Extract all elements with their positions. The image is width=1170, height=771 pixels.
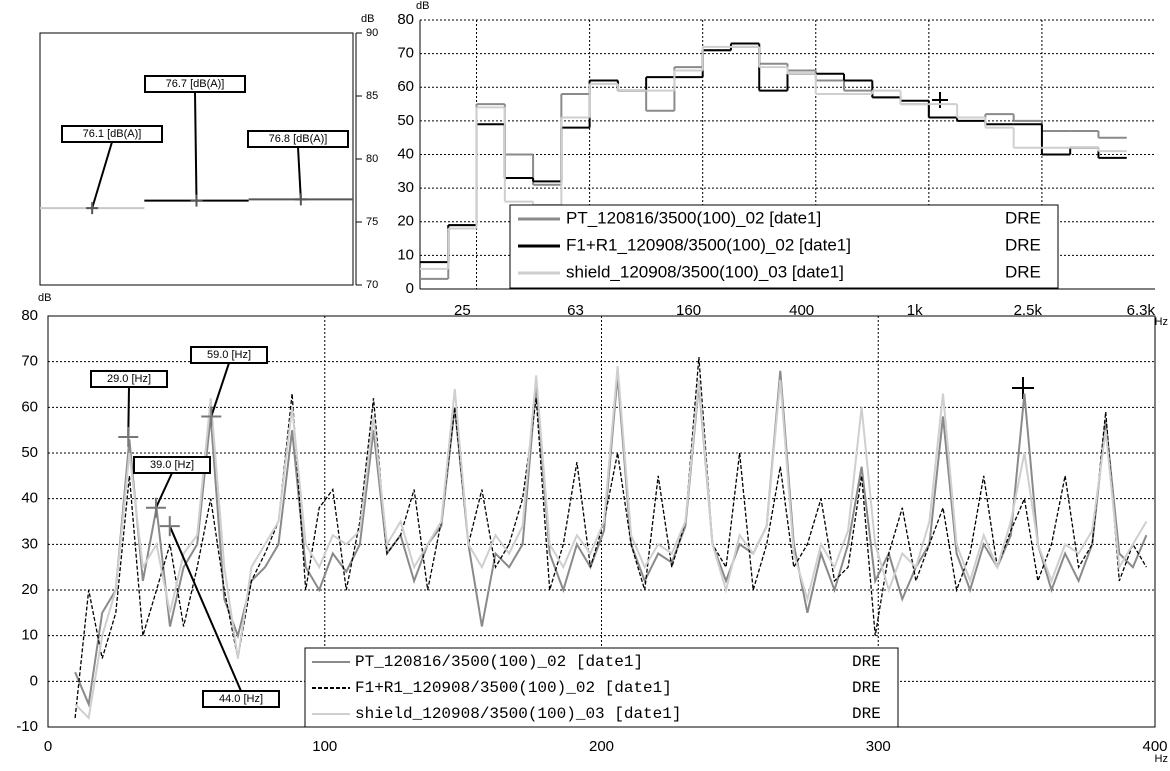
y-tick-label: 40 <box>397 145 414 162</box>
x-tick-label: 25 <box>454 302 471 319</box>
level-marker <box>294 193 307 206</box>
series-line <box>74 366 1148 720</box>
legend-channel: DRE <box>1005 235 1041 254</box>
annotation-box <box>190 346 268 364</box>
value-label: 76.1 [dB(A)] <box>83 128 142 140</box>
y-tick-label: 80 <box>21 307 38 324</box>
y-tick-label: 85 <box>366 90 378 102</box>
x-tick-label: 6.3k <box>1127 302 1156 319</box>
annotation-box <box>90 370 168 388</box>
y-tick-label: 30 <box>397 179 414 196</box>
y-tick-label: 0 <box>406 280 414 297</box>
series-line <box>74 357 1147 718</box>
y-tick-label: 0 <box>30 672 38 689</box>
level-marker <box>190 194 203 207</box>
label-box <box>61 125 163 143</box>
legend-label: shield_120908/3500(100)_03 [date1] <box>566 262 844 281</box>
annotation-label: 29.0 [Hz] <box>107 373 151 385</box>
legend-box <box>304 647 899 728</box>
legend-channel: DRE <box>852 679 881 697</box>
x-tick-label: 0 <box>44 738 52 755</box>
x-tick-label: 100 <box>312 738 337 755</box>
annotation-marker <box>201 406 222 427</box>
leader-line <box>91 141 113 209</box>
y-tick-label: 90 <box>366 27 378 39</box>
y-tick-label: 60 <box>21 398 38 415</box>
y-tick-label: 20 <box>21 581 38 598</box>
y-tick-label: 80 <box>397 11 414 28</box>
y-tick-label: -10 <box>16 718 38 735</box>
y-tick-label: 10 <box>397 246 414 263</box>
x-axis-label: Hz <box>1155 753 1168 765</box>
x-tick-label: 160 <box>676 302 701 319</box>
leader-line <box>168 525 242 692</box>
y-tick-label: 60 <box>397 78 414 95</box>
legend-channel: DRE <box>852 705 881 723</box>
level-marker <box>86 202 99 215</box>
y-tick-label: 50 <box>397 112 414 129</box>
y-tick-label: 70 <box>397 45 414 62</box>
annotation-box <box>133 456 211 474</box>
label-box <box>247 130 349 148</box>
leader-line <box>155 472 173 509</box>
label-box <box>144 75 246 93</box>
x-tick-label: 63 <box>567 302 584 319</box>
y-axis-label: dB <box>361 13 374 25</box>
y-axis-label: dB <box>38 292 51 304</box>
cursor <box>932 92 948 108</box>
annotation-marker <box>145 497 166 518</box>
legend-label: PT_120816/3500(100)_02 [date1] <box>566 208 821 227</box>
x-tick-label: 1k <box>907 302 923 319</box>
annotation-marker <box>159 516 180 537</box>
y-tick-label: 10 <box>21 627 38 644</box>
y-axis-label: dB <box>416 0 429 12</box>
annotation-label: 59.0 [Hz] <box>207 349 251 361</box>
value-label: 76.7 [dB(A)] <box>166 78 225 90</box>
y-tick-label: 75 <box>366 216 378 228</box>
plot-frame <box>39 32 354 286</box>
annotation-marker <box>118 427 139 448</box>
y-tick-label: 40 <box>21 490 38 507</box>
cursor <box>1012 377 1034 399</box>
legend-channel: DRE <box>852 653 881 671</box>
value-label: 76.8 [dB(A)] <box>269 133 328 145</box>
y-tick-label: 80 <box>366 153 378 165</box>
x-tick-label: 2.5k <box>1014 302 1043 319</box>
x-tick-label: 200 <box>589 738 614 755</box>
legend-label: F1+R1_120908/3500(100)_02 [date1] <box>566 235 851 254</box>
y-tick-label: 50 <box>21 444 38 461</box>
x-tick-label: 400 <box>789 302 814 319</box>
annotation-label: 44.0 [Hz] <box>219 693 263 705</box>
leader-line <box>297 146 302 200</box>
y-tick-label: 70 <box>21 353 38 370</box>
x-axis-label: Hz <box>1155 316 1168 328</box>
leader-line <box>210 362 230 417</box>
y-tick-label: 30 <box>21 535 38 552</box>
leader-line <box>194 91 198 201</box>
y-tick-label: 70 <box>366 279 378 291</box>
legend-box <box>509 204 1059 289</box>
legend-channel: DRE <box>1005 208 1041 227</box>
legend-label: shield_120908/3500(100)_03 [date1] <box>355 705 681 723</box>
legend-label: PT_120816/3500(100)_02 [date1] <box>355 653 643 671</box>
legend-label: F1+R1_120908/3500(100)_02 [date1] <box>355 679 672 697</box>
annotation-box <box>202 690 280 708</box>
legend-channel: DRE <box>1005 262 1041 281</box>
x-tick-label: 300 <box>866 738 891 755</box>
y-tick-label: 20 <box>397 213 414 230</box>
x-tick-label: 400 <box>1142 738 1167 755</box>
annotation-label: 39.0 [Hz] <box>150 459 194 471</box>
